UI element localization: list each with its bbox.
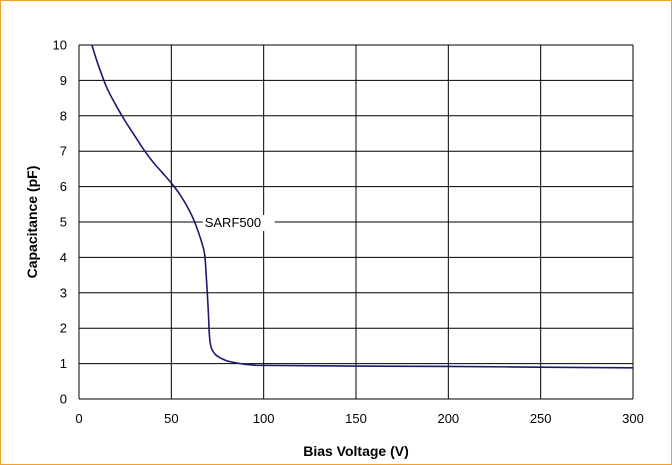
y-tick-label: 7 (60, 144, 67, 159)
y-tick-label: 6 (60, 179, 67, 194)
x-tick-label: 100 (253, 411, 275, 426)
x-tick-label: 0 (75, 411, 82, 426)
y-tick-label: 8 (60, 108, 67, 123)
y-tick-label: 9 (60, 73, 67, 88)
x-axis-title: Bias Voltage (V) (303, 443, 409, 459)
annotation-background (202, 215, 275, 231)
x-tick-label: 250 (530, 411, 552, 426)
series-annotation: SARF500 (205, 215, 261, 230)
y-axis-title: Capacitance (pF) (24, 166, 40, 279)
x-tick-label: 150 (345, 411, 367, 426)
y-tick-label: 4 (60, 250, 67, 265)
x-tick-label: 300 (622, 411, 644, 426)
x-tick-label: 200 (437, 411, 459, 426)
grid-layer (78, 44, 634, 400)
x-tick-label: 50 (164, 411, 178, 426)
y-tick-label: 0 (60, 392, 67, 407)
annotation-group: SARF500 (202, 215, 275, 231)
series-line-sarf500 (91, 44, 634, 369)
y-tick-label: 5 (60, 215, 67, 230)
y-tick-label: 10 (53, 38, 67, 53)
y-tick-label: 1 (60, 356, 67, 371)
y-tick-label: 2 (60, 321, 67, 336)
y-tick-label: 3 (60, 285, 67, 300)
